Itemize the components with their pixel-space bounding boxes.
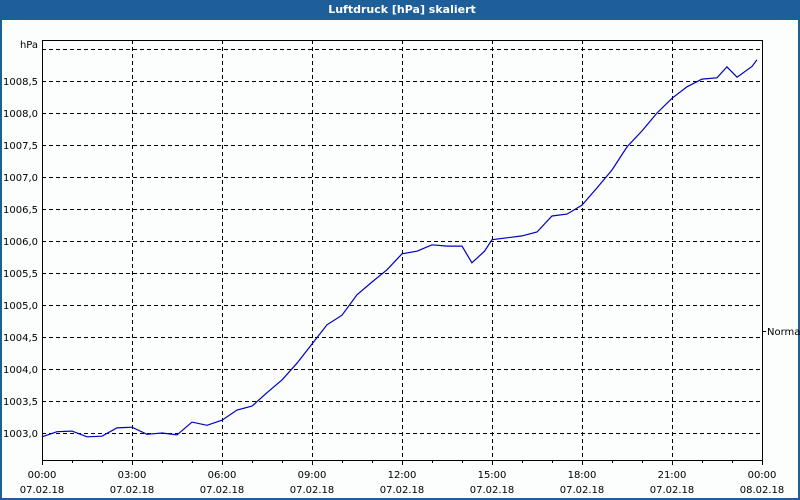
x-tick-time: 15:00 [478, 470, 507, 481]
x-tick-date: 07.02.18 [470, 485, 515, 496]
y-tick-label: 1008,5 [3, 77, 38, 88]
x-tick-date: 08.02.18 [740, 485, 785, 496]
y-tick-label: 1006,0 [3, 237, 38, 248]
y-tick-label: 1005,5 [3, 269, 38, 280]
chart-title: Luftdruck [hPa] skaliert [2, 0, 800, 20]
y-tick-label: 1004,5 [3, 333, 38, 344]
x-tick-date: 07.02.18 [290, 485, 335, 496]
x-tick-time: 18:00 [568, 470, 597, 481]
y-tick-label: 1003,5 [3, 397, 38, 408]
x-tick-date: 07.02.18 [380, 485, 425, 496]
y-tick-label: 1006,5 [3, 205, 38, 216]
x-tick-time: 03:00 [118, 470, 147, 481]
x-tick-time: 06:00 [208, 470, 237, 481]
y-axis-unit: hPa [20, 40, 38, 51]
y-tick-label: 1003,0 [3, 429, 38, 440]
data-line-normal [41, 59, 758, 438]
y-tick-label: 1007,0 [3, 173, 38, 184]
x-tick-time: 09:00 [298, 470, 327, 481]
x-tick-time: 12:00 [388, 470, 417, 481]
legend-label-normal: Normal [767, 327, 800, 338]
x-tick-time: 00:00 [748, 470, 777, 481]
x-tick-date: 07.02.18 [650, 485, 695, 496]
y-tick-label: 1008,0 [3, 109, 38, 120]
y-tick-label: 1007,5 [3, 141, 38, 152]
y-tick-label: 1005,0 [3, 301, 38, 312]
x-tick-date: 07.02.18 [560, 485, 605, 496]
x-tick-date: 07.02.18 [20, 485, 65, 496]
y-tick-label: 1004,0 [3, 365, 38, 376]
x-tick-time: 00:00 [28, 470, 57, 481]
x-tick-date: 07.02.18 [200, 485, 245, 496]
x-tick-date: 07.02.18 [110, 485, 155, 496]
x-tick-time: 21:00 [658, 470, 687, 481]
